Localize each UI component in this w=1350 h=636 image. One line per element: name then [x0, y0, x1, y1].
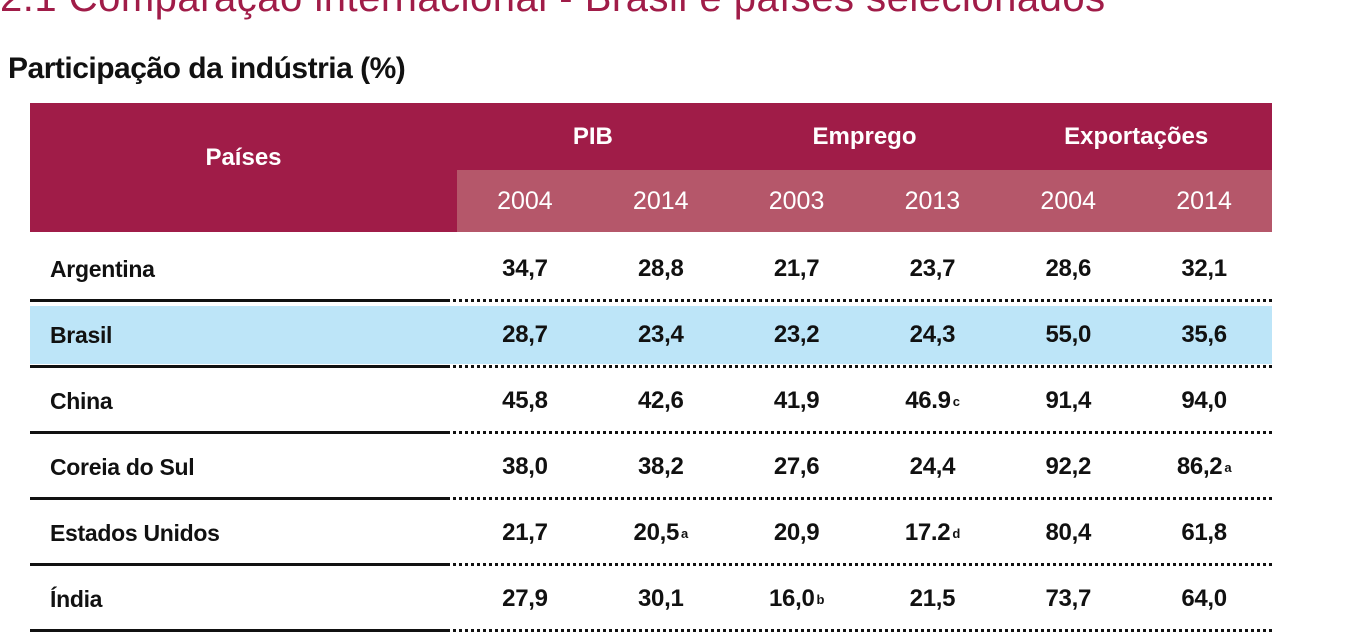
value: 17.2 [904, 519, 951, 546]
table-row: Estados Unidos 21,7 20,5 a 20,9 17.2 d 80,4 61,8 [30, 504, 1272, 562]
cell-value: 64,0 [1181, 585, 1227, 612]
cell-value: 32,1 [1181, 255, 1227, 282]
cell-value: 94,0 [1181, 387, 1227, 414]
row-rule-dotted [447, 365, 1272, 368]
footnote-mark: a [1224, 459, 1232, 475]
cell-value: 45,8 [502, 387, 548, 414]
cell-value: 38,2 [637, 453, 684, 480]
row-rule [30, 365, 447, 368]
cell-value: 91,4 [1045, 387, 1091, 414]
subtitle: Participação da indústria (%) [8, 52, 406, 85]
row-rule [30, 497, 447, 500]
cell-value: 86,2 a [1136, 438, 1272, 496]
footnote-mark: d [952, 525, 960, 541]
table-row: Brasil 28,7 23,4 23,2 24,3 55,0 35,6 [30, 306, 1272, 364]
value: 46.9 [905, 387, 951, 414]
corner-header: Países [30, 103, 457, 212]
year-header: 2014 [632, 186, 689, 215]
cell-value: 21,7 [773, 255, 820, 282]
cell-value: 30,1 [637, 585, 684, 612]
cell-value: 24,4 [909, 453, 956, 480]
cell-value: 23,2 [773, 321, 820, 348]
cell-value: 28,8 [637, 255, 684, 282]
table-row: Índia 27,9 30,1 16,0 b 21,5 73,7 64,0 [30, 570, 1272, 628]
cell-value: 21,7 [502, 519, 548, 546]
cell-value: 21,5 [909, 585, 956, 612]
row-rule-dotted [447, 431, 1272, 434]
year-header: 2013 [904, 186, 961, 215]
country-name: Brasil [50, 321, 113, 348]
footnote-mark: c [952, 393, 960, 409]
cell-value: 20,9 [773, 519, 820, 546]
group-header: Emprego [812, 122, 917, 150]
year-header: 2004 [497, 186, 553, 215]
cell-value: 16,0 b [729, 570, 865, 628]
cell-value: 23,7 [909, 255, 956, 282]
year-header: 2004 [1040, 186, 1097, 215]
title: 2.1 Comparação internacional - Brasil e … [0, 0, 1106, 21]
cell-value: 27,6 [773, 453, 820, 480]
cell-value: 80,4 [1045, 519, 1091, 546]
country-name: China [50, 387, 113, 414]
cell-value: 61,8 [1181, 519, 1227, 546]
cell-value: 42,6 [637, 387, 684, 414]
cell-value: 34,7 [502, 255, 548, 282]
row-rule-dotted [447, 629, 1272, 632]
group-header: PIB [572, 122, 613, 150]
country-name: Coreia do Sul [50, 453, 195, 480]
cell-value: 17.2 d [865, 504, 1001, 562]
value: 86,2 [1176, 453, 1223, 480]
row-rule [30, 563, 447, 566]
row-rule [30, 431, 447, 434]
cell-value: 27,9 [502, 585, 548, 612]
row-rule [30, 629, 447, 632]
cell-value: 41,9 [773, 387, 820, 414]
country-name: Argentina [50, 255, 155, 282]
year-header: 2014 [1176, 186, 1232, 215]
cell-value: 28,6 [1045, 255, 1091, 282]
country-name: Estados Unidos [50, 519, 220, 546]
cell-value: 46.9 c [865, 372, 1001, 430]
value: 16,0 [768, 585, 815, 612]
cell-value: 38,0 [502, 453, 548, 480]
year-header: 2003 [768, 186, 825, 215]
cell-value: 28,7 [502, 321, 548, 348]
cell-value: 24,3 [909, 321, 956, 348]
cell-value: 23,4 [637, 321, 684, 348]
cell-value: 35,6 [1181, 321, 1227, 348]
country-name: Índia [50, 585, 103, 612]
footnote-mark: a [681, 525, 688, 541]
value: 20,5 [633, 519, 680, 546]
table-row: China 45,8 42,6 41,9 46.9 c 91,4 94,0 [30, 372, 1272, 430]
row-rule-dotted [447, 299, 1272, 302]
cell-value: 20,5 a [593, 504, 729, 562]
table-row: Argentina 34,7 28,8 21,7 23,7 28,6 32,1 [30, 240, 1272, 298]
row-rule-dotted [447, 497, 1272, 500]
row-rule-dotted [447, 563, 1272, 566]
footnote-mark: b [816, 591, 825, 607]
cell-value: 92,2 [1045, 453, 1091, 480]
cell-value: 55,0 [1045, 321, 1091, 348]
table-row: Coreia do Sul 38,0 38,2 27,6 24,4 92,2 86,2 a [30, 438, 1272, 496]
year-band [457, 170, 1272, 232]
group-header: Exportações [1064, 122, 1209, 150]
row-rule [30, 299, 447, 302]
cell-value: 73,7 [1045, 585, 1091, 612]
